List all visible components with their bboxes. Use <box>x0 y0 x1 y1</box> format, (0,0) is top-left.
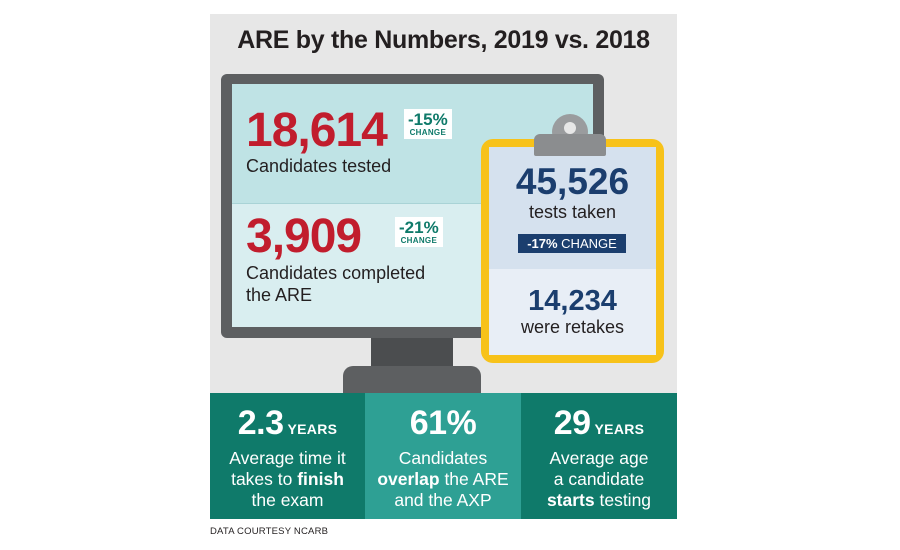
stat-desc-line: Average time it <box>229 448 346 468</box>
stat-desc-line: the exam <box>251 490 324 510</box>
stat-desc-bold: overlap <box>377 469 440 489</box>
stat-desc-line: and the AXP <box>394 490 492 510</box>
candidates-tested-change-badge: -15% CHANGE <box>404 109 452 139</box>
retakes-caption: were retakes <box>520 317 625 337</box>
stat-band-overlap: 61% Candidates overlap the ARE and the A… <box>365 393 521 519</box>
change-percent: -21% <box>399 218 439 237</box>
change-label: CHANGE <box>400 236 438 245</box>
screen-divider <box>232 203 593 204</box>
tests-taken-value: 45,526 <box>515 161 630 202</box>
stat-band-average-age: 29 YEARS Average age a candidate starts t… <box>521 393 677 519</box>
stat-desc-line: Average age <box>549 448 649 468</box>
candidates-completed-caption: Candidates completed the ARE <box>246 262 425 306</box>
stat-unit: YEARS <box>287 421 338 437</box>
stat-desc-bold: finish <box>297 469 344 489</box>
change-percent: -17% <box>527 236 558 251</box>
infographic-title: ARE by the Numbers, 2019 vs. 2018 <box>237 26 650 54</box>
monitor-stand-base <box>343 366 481 396</box>
caption-line: the ARE <box>246 285 313 305</box>
retakes-value: 14,234 <box>528 285 617 317</box>
change-label: CHANGE <box>561 236 617 251</box>
tests-taken-change-badge: -17% CHANGE <box>518 234 626 253</box>
change-percent: -15% <box>408 110 448 129</box>
change-label: CHANGE <box>409 128 447 137</box>
candidates-tested-caption: Candidates tested <box>246 156 392 176</box>
stat-band-years-to-finish: 2.3 YEARS Average time it takes to finish… <box>210 393 365 519</box>
stat-desc-text: takes to <box>231 469 298 489</box>
stat-desc-line: Candidates <box>398 448 488 468</box>
monitor-stand-neck <box>371 338 453 368</box>
stat-value: 61% <box>409 404 477 442</box>
stat-value: 2.3 <box>237 404 284 442</box>
stat-value: 29 <box>553 404 591 442</box>
clipboard-clip-bar <box>534 134 606 156</box>
candidates-tested-value: 18,614 <box>246 104 388 157</box>
candidates-completed-change-badge: -21% CHANGE <box>395 217 443 247</box>
clipboard-clip-hole <box>564 122 576 134</box>
data-credit: DATA COURTESY NCARB <box>210 526 329 537</box>
caption-line: Candidates completed <box>246 263 426 283</box>
stat-desc-line: a candidate <box>553 469 645 489</box>
stat-desc-text: testing <box>594 490 652 510</box>
stat-desc-bold: starts <box>546 490 595 510</box>
stat-unit: YEARS <box>594 421 645 437</box>
tests-taken-caption: tests taken <box>528 202 617 222</box>
candidates-completed-value: 3,909 <box>246 210 362 263</box>
stat-desc-text: the ARE <box>439 469 509 489</box>
